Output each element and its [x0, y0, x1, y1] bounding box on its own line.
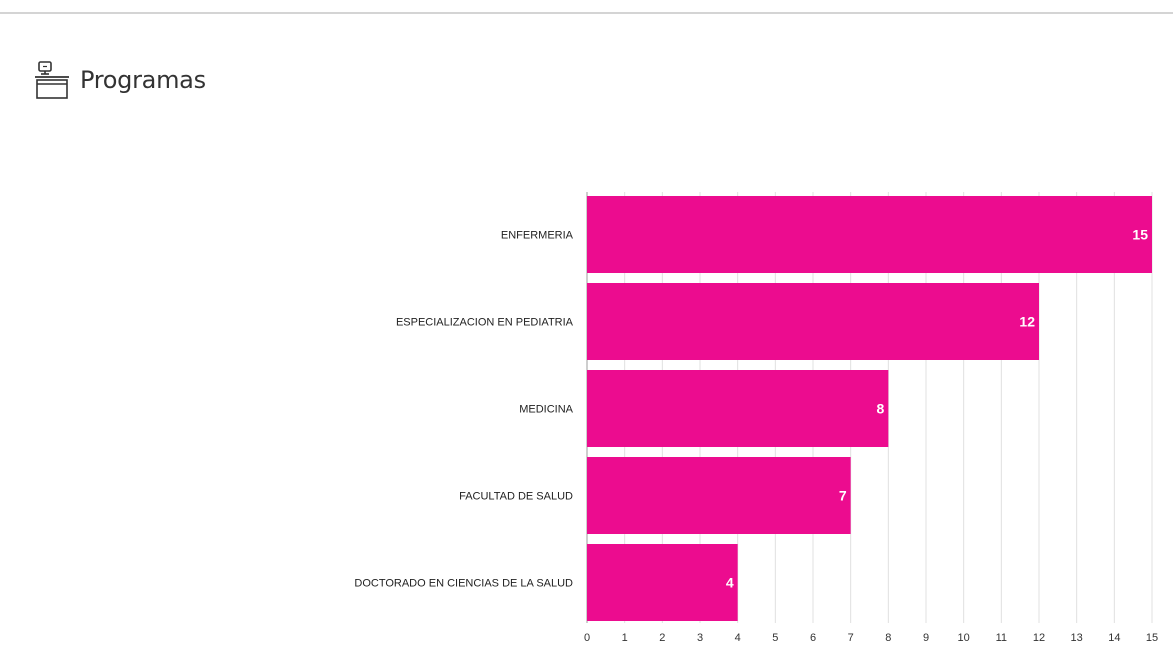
data-label: 12 [1019, 314, 1035, 330]
x-tick-label: 1 [622, 632, 628, 644]
bars [587, 196, 1152, 621]
x-tick-label: 12 [1033, 632, 1045, 644]
x-tick-label: 13 [1071, 632, 1083, 644]
data-label: 8 [877, 401, 885, 417]
category-labels: ENFERMERIA ESPECIALIZACION EN PEDIATRIA ME… [354, 230, 573, 590]
bar[interactable] [587, 370, 889, 447]
x-tick-label: 8 [885, 632, 891, 644]
data-label: 7 [839, 488, 847, 504]
x-tick-label: 11 [996, 632, 1007, 644]
x-tick-label: 7 [848, 632, 854, 644]
desk-icon [34, 60, 70, 100]
x-tick-label: 6 [810, 632, 816, 644]
x-tick-label: 5 [772, 632, 778, 644]
bar[interactable] [587, 196, 1152, 273]
section-header: Programas [34, 60, 206, 100]
data-labels: 15 12 8 7 4 [726, 227, 1148, 591]
x-tick-label: 2 [659, 632, 665, 644]
bar[interactable] [587, 283, 1039, 360]
data-label: 4 [726, 575, 734, 591]
x-tick-label: 15 [1146, 632, 1158, 644]
category-label: DOCTORADO EN CIENCIAS DE LA SALUD [354, 578, 573, 590]
x-tick-label: 14 [1108, 632, 1120, 644]
category-label: MEDICINA [519, 404, 573, 416]
x-tick-label: 9 [923, 632, 929, 644]
category-label: ENFERMERIA [501, 230, 574, 242]
x-tick-label: 0 [584, 632, 590, 644]
bar[interactable] [587, 457, 851, 534]
bar[interactable] [587, 544, 738, 621]
x-tick-label: 3 [697, 632, 703, 644]
x-tick-label: 4 [735, 632, 741, 644]
category-label: FACULTAD DE SALUD [459, 491, 573, 503]
x-tick-label: 10 [958, 632, 970, 644]
x-tick-labels: 0 1 2 3 4 5 6 7 8 9 10 11 12 13 14 15 [584, 632, 1158, 644]
category-label: ESPECIALIZACION EN PEDIATRIA [396, 317, 574, 329]
top-divider [0, 12, 1173, 14]
data-label: 15 [1132, 227, 1148, 243]
page-title: Programas [80, 66, 206, 94]
